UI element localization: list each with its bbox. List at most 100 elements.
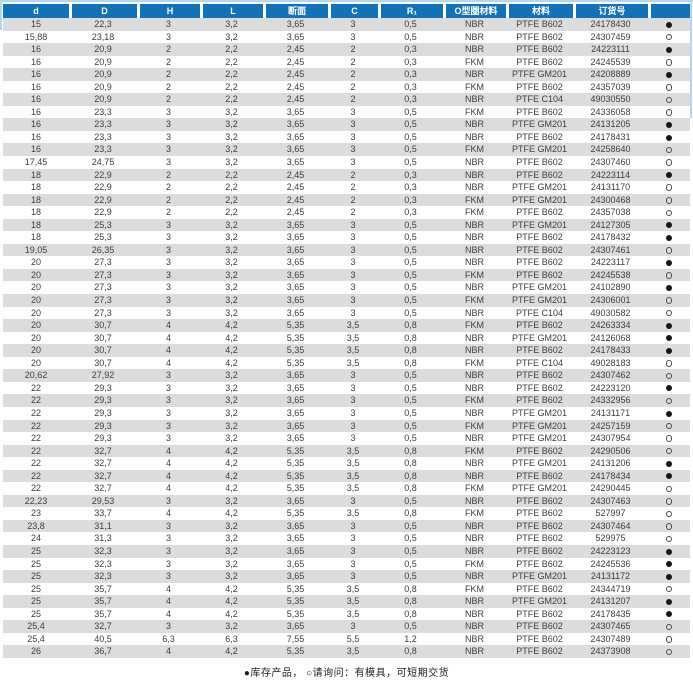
cell-L: 3,2 bbox=[200, 118, 263, 131]
cell-order-no: 24178432 bbox=[573, 231, 648, 244]
cell-material: PTFE GM201 bbox=[506, 193, 573, 207]
cell-order-no: 24178430 bbox=[573, 18, 648, 31]
table-row: 25 35,7 4 4,2 5,35 3,5 0,8 NBR PTFE B602 24178435 bbox=[3, 607, 690, 621]
cell-D: 32,7 bbox=[69, 469, 137, 483]
cell-C: 3 bbox=[328, 18, 378, 31]
cell-L: 3,2 bbox=[200, 369, 263, 382]
cell-D: 20,9 bbox=[69, 43, 137, 56]
cell-order-no: 24131172 bbox=[573, 570, 648, 583]
stock-filled-icon bbox=[666, 285, 672, 292]
cell-R1: 0,3 bbox=[378, 55, 443, 69]
cell-material: PTFE B602 bbox=[506, 369, 573, 382]
table-row: 22 29,3 3 3,2 3,65 3 0,5 FKM PTFE B602 24332956 bbox=[3, 394, 690, 407]
cell-R1: 0,8 bbox=[378, 444, 443, 458]
table-row: 15 22,3 3 3,2 3,65 3 0,5 NBR PTFE B602 24178430 bbox=[3, 18, 690, 31]
cell-d: 22 bbox=[3, 469, 69, 483]
cell-H: 4 bbox=[137, 507, 200, 520]
cell-cross-section: 3,65 bbox=[263, 532, 328, 545]
cell-R1: 0,5 bbox=[378, 118, 443, 131]
cell-D: 22,9 bbox=[69, 193, 137, 207]
cell-cross-section: 5,35 bbox=[263, 607, 328, 621]
table-row: 18 25,3 3 3,2 3,65 3 0,5 NBR PTFE GM201 24127305 bbox=[3, 218, 690, 232]
cell-L: 3,2 bbox=[200, 557, 263, 571]
cell-order-no: 24245539 bbox=[573, 55, 648, 69]
cell-oring-material: NBR bbox=[443, 469, 506, 483]
stock-filled-icon bbox=[666, 410, 672, 417]
cell-material: PTFE B602 bbox=[506, 519, 573, 533]
cell-oring-material: NBR bbox=[443, 381, 506, 395]
cell-cross-section: 7,55 bbox=[263, 632, 328, 646]
cell-cross-section: 3,65 bbox=[263, 294, 328, 307]
cell-oring-material: FKM bbox=[443, 419, 506, 433]
cell-d: 18 bbox=[3, 231, 69, 244]
cell-D: 29,3 bbox=[69, 432, 137, 445]
cell-d: 20 bbox=[3, 268, 69, 282]
cell-cross-section: 3,65 bbox=[263, 432, 328, 445]
cell-D: 32,3 bbox=[69, 570, 137, 583]
stock-open-icon bbox=[665, 59, 673, 66]
cell-oring-material: NBR bbox=[443, 18, 506, 31]
cell-H: 3 bbox=[137, 281, 200, 295]
cell-R1: 0,5 bbox=[378, 432, 443, 445]
cell-stock bbox=[648, 118, 690, 131]
stock-open-icon bbox=[665, 309, 673, 317]
cell-H: 3 bbox=[137, 494, 200, 508]
cell-H: 3 bbox=[137, 557, 200, 571]
cell-order-no: 24131170 bbox=[573, 181, 648, 194]
cell-order-no: 24126068 bbox=[573, 331, 648, 345]
cell-L: 3,2 bbox=[200, 294, 263, 307]
cell-material: PTFE B602 bbox=[506, 494, 573, 508]
cell-R1: 0,3 bbox=[378, 43, 443, 56]
cell-C: 3 bbox=[328, 268, 378, 282]
cell-oring-material: NBR bbox=[443, 130, 506, 144]
cell-L: 4,2 bbox=[200, 645, 263, 658]
table-row: 25 32,3 3 3,2 3,65 3 0,5 NBR PTFE B602 24223123 bbox=[3, 544, 690, 558]
cell-material: PTFE B602 bbox=[506, 156, 573, 169]
table-header-row: d D H L 断面 C R₁ O型圈材料 材料 订货号 bbox=[3, 4, 690, 18]
table-row: 20 27,3 3 3,2 3,65 3 0,5 NBR PTFE C104 49030582 bbox=[3, 306, 690, 320]
cell-material: PTFE B602 bbox=[506, 607, 573, 621]
cell-d: 15,88 bbox=[3, 30, 69, 44]
cell-d: 20 bbox=[3, 319, 69, 332]
cell-C: 3,5 bbox=[328, 444, 378, 458]
cell-L: 3,2 bbox=[200, 306, 263, 320]
cell-cross-section: 3,65 bbox=[263, 281, 328, 295]
cell-material: PTFE GM201 bbox=[506, 570, 573, 583]
table-row: 15,88 23,18 3 3,2 3,65 3 0,5 NBR PTFE B602 243074… bbox=[3, 30, 690, 44]
cell-d: 22 bbox=[3, 419, 69, 433]
cell-stock bbox=[648, 394, 690, 407]
cell-L: 3,2 bbox=[200, 231, 263, 244]
cell-L: 3,2 bbox=[200, 544, 263, 558]
cell-cross-section: 5,35 bbox=[263, 507, 328, 520]
cell-R1: 0,3 bbox=[378, 80, 443, 94]
cell-D: 35,7 bbox=[69, 582, 137, 596]
cell-order-no: 24357038 bbox=[573, 206, 648, 219]
cell-L: 4,2 bbox=[200, 457, 263, 470]
cell-C: 3 bbox=[328, 218, 378, 232]
cell-C: 3,5 bbox=[328, 356, 378, 370]
stock-filled-icon bbox=[666, 347, 672, 354]
table-row: 18 22,9 2 2,2 2,45 2 0,3 FKM PTFE GM201 24300468 bbox=[3, 193, 690, 207]
cell-H: 3 bbox=[137, 294, 200, 307]
cell-D: 23,18 bbox=[69, 30, 137, 44]
cell-stock bbox=[648, 256, 690, 269]
stock-open-icon bbox=[665, 485, 673, 493]
cell-material: PTFE B602 bbox=[506, 130, 573, 144]
cell-D: 29,3 bbox=[69, 419, 137, 433]
cell-cross-section: 3,65 bbox=[263, 419, 328, 433]
cell-L: 3,2 bbox=[200, 381, 263, 395]
stock-open-icon bbox=[665, 648, 673, 656]
cell-R1: 0,3 bbox=[378, 68, 443, 81]
cell-cross-section: 5,35 bbox=[263, 457, 328, 470]
stock-open-icon bbox=[665, 209, 673, 217]
cell-H: 3 bbox=[137, 30, 200, 44]
cell-oring-material: NBR bbox=[443, 331, 506, 345]
cell-D: 27,3 bbox=[69, 306, 137, 320]
stock-open-icon bbox=[665, 159, 673, 166]
cell-D: 29,3 bbox=[69, 394, 137, 407]
cell-H: 6,3 bbox=[137, 632, 200, 646]
cell-C: 3 bbox=[328, 432, 378, 445]
cell-H: 4 bbox=[137, 444, 200, 458]
cell-stock bbox=[648, 419, 690, 433]
cell-H: 3 bbox=[137, 156, 200, 169]
